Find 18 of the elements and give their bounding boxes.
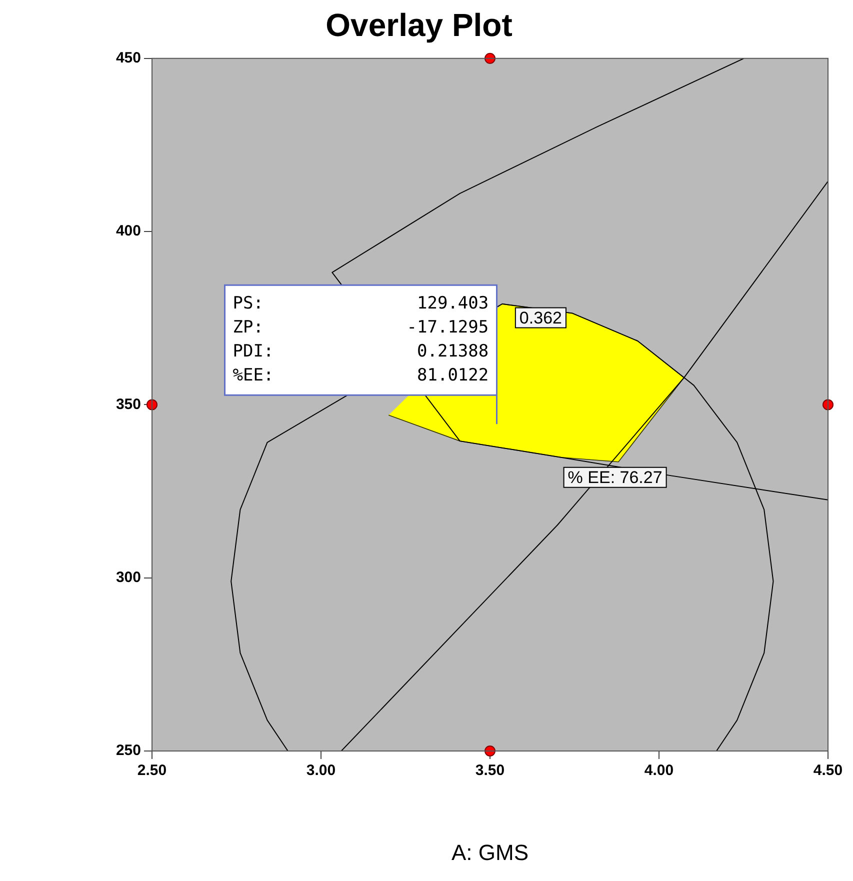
chart-title: Overlay Plot <box>326 7 513 44</box>
annotation: PS: 129.403 <box>232 294 489 314</box>
y-tick-label: 400 <box>116 222 141 240</box>
y-tick-label: 250 <box>116 742 141 760</box>
x-tick-label: 3.50 <box>475 762 505 780</box>
x-tick-label: 3.00 <box>306 762 336 780</box>
annotation: % EE: 76.27 <box>568 468 662 488</box>
x-axis-title: A: GMS <box>451 840 529 865</box>
x-tick-label: 4.50 <box>813 762 843 780</box>
annotation: %EE: 81.0122 <box>232 366 489 386</box>
x-tick-label: 4.00 <box>644 762 674 780</box>
annotation: PDI: 0.21388 <box>232 342 489 362</box>
annotation: 0.362 <box>519 308 562 328</box>
x-tick-label: 2.50 <box>137 762 167 780</box>
y-tick-label: 450 <box>116 50 141 67</box>
y-tick-label: 300 <box>116 568 141 586</box>
y-tick-label: 350 <box>116 396 141 413</box>
annotation: ZP: -17.1295 <box>232 318 489 338</box>
